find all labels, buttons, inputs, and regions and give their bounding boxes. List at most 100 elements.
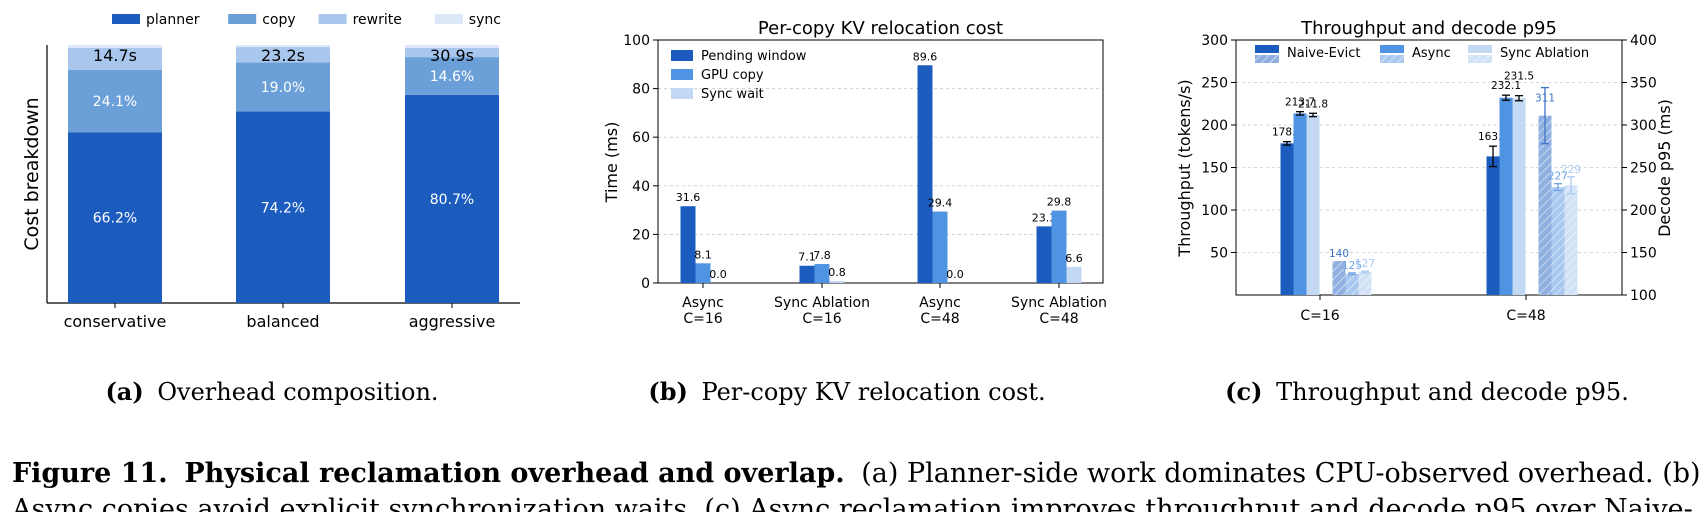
bar-throughput-Async-C=48 [1499, 97, 1513, 295]
legend-label-Sync Ablation: Sync Ablation [1500, 46, 1589, 61]
y2-tick-label-350: 350 [1630, 76, 1657, 92]
caption-c-label: (c) [1225, 377, 1262, 406]
chart-title: Throughput and decode p95 [1300, 18, 1557, 39]
legend-swatch-rewrite [318, 14, 347, 24]
bar-Pending window-2 [917, 65, 933, 283]
bar-sync-balanced [236, 45, 330, 48]
bar-throughput-Sync Ablation-C=48 [1512, 98, 1526, 295]
total-label-conservative: 14.7s [93, 46, 137, 65]
legend-label-planner: planner [146, 12, 200, 28]
y2-tick-label-200: 200 [1630, 203, 1657, 219]
figure-text-line1: (a) Planner-side work dominates CPU-obse… [861, 458, 1700, 489]
p95-value-Sync Ablation-C=16: 127 [1355, 258, 1375, 270]
legend-swatch-Pending window [671, 50, 693, 61]
bar-value-Pending window-1: 7.1 [798, 251, 816, 264]
y2-axis-label: Decode p95 (ms) [1655, 99, 1674, 237]
legend-swatch-GPU copy [671, 69, 693, 80]
caption-a-label: (a) [105, 377, 143, 406]
legend-swatch-hatched-Naive-Evict [1255, 55, 1279, 63]
bar-Pending window-0 [680, 206, 696, 283]
caption-b-text: Per-copy KV relocation cost. [702, 378, 1046, 406]
x-tick-label-1-0: Sync Ablation [774, 295, 870, 311]
bar-value-Sync wait-0: 0.0 [709, 268, 727, 281]
legend-label-Async: Async [1412, 46, 1451, 61]
plot-frame [657, 39, 1104, 284]
bar-GPU copy-3 [1051, 210, 1067, 283]
y-axis-label: Throughput (tokens/s) [1175, 79, 1194, 257]
y-tick-label-40: 40 [632, 179, 650, 195]
panel-a: planner copy rewrite sync Cost breakdown 66.2… [21, 12, 520, 331]
legend-swatch-planner [112, 14, 140, 24]
legend-label-rewrite: rewrite [353, 12, 402, 28]
x-tick-label-aggressive: aggressive [409, 312, 496, 331]
bar-value-GPU copy-2: 29.4 [928, 197, 953, 210]
x-tick-label-0-1: C=16 [683, 311, 722, 327]
x-tick-label-1-1: C=16 [802, 311, 841, 327]
caption-a: (a) Overhead composition. [105, 377, 438, 406]
bar-value-GPU copy-3: 29.8 [1047, 196, 1072, 209]
figure-title: Physical reclamation overhead and overla… [184, 458, 844, 489]
legend-swatch-sync [434, 14, 463, 24]
total-label-balanced: 23.2s [261, 46, 305, 65]
bar-label-copy-conservative: 24.1% [93, 94, 137, 110]
bar-value-Async-C=48: 232.1 [1491, 80, 1521, 92]
bar-value-GPU copy-0: 8.1 [694, 248, 712, 261]
bar-p95-Async-C=16 [1345, 273, 1359, 295]
p95-value-Naive-Evict-C=16: 140 [1329, 248, 1349, 260]
legend-swatch-Sync Ablation [1468, 45, 1492, 53]
x-tick-label-C=48: C=48 [1506, 308, 1545, 324]
bar-p95-Sync Ablation-C=48 [1564, 185, 1578, 295]
x-tick-label-C=16: C=16 [1300, 308, 1339, 324]
caption-c: (c) Throughput and decode p95. [1225, 377, 1629, 406]
y-tick-label-100: 100 [1201, 203, 1228, 219]
chart-title: Per-copy KV relocation cost [758, 18, 1003, 39]
bar-value-Pending window-2: 89.6 [913, 50, 938, 63]
y2-tick-label-150: 150 [1630, 246, 1657, 262]
y2-tick-label-400: 400 [1630, 33, 1657, 49]
bar-label-planner-balanced: 74.2% [261, 200, 305, 216]
bar-Pending window-3 [1036, 226, 1052, 283]
panel-b: Per-copy KV relocation cost 0 20 40 60 80 100 T… [602, 18, 1107, 327]
legend-label-Pending window: Pending window [701, 49, 807, 64]
y-axis-label: Time (ms) [602, 122, 621, 204]
bar-label-planner-conservative: 66.2% [93, 211, 137, 227]
bar-throughput-Naive-Evict-C=48 [1486, 156, 1500, 295]
y-axis-label: Cost breakdown [21, 97, 43, 250]
figure-caption-line2: Async copies avoid explicit synchronizat… [11, 494, 1693, 512]
bar-Sync wait-1 [829, 281, 845, 283]
x-tick-label-balanced: balanced [246, 312, 319, 331]
y-tick-label-100: 100 [623, 33, 650, 49]
bar-value-Pending window-3: 23.3 [1032, 211, 1057, 224]
bar-value-Sync wait-3: 6.6 [1065, 252, 1083, 265]
legend-swatch-hatched-Sync Ablation [1468, 55, 1492, 63]
p95-value-Sync Ablation-C=48: 229 [1561, 164, 1581, 176]
plot-frame [1235, 39, 1623, 296]
legend-swatch-Sync wait [671, 88, 693, 99]
x-tick-label-2-0: Async [919, 295, 961, 311]
bar-throughput-Naive-Evict-C=16 [1280, 143, 1294, 295]
y-tick-label-200: 200 [1201, 118, 1228, 134]
legend-label-Sync wait: Sync wait [701, 87, 764, 102]
p95-value-Async-C=16: 125 [1342, 260, 1362, 272]
bar-value-Async-C=16: 213.7 [1285, 97, 1315, 109]
y-tick-label-150: 150 [1201, 161, 1228, 177]
bar-Pending window-1 [799, 265, 815, 283]
legend-label-GPU copy: GPU copy [701, 68, 764, 83]
legend-label-copy: copy [262, 12, 295, 28]
bar-throughput-Async-C=16 [1293, 113, 1307, 295]
y-tick-label-80: 80 [632, 82, 650, 98]
bar-label-copy-aggressive: 14.6% [430, 69, 474, 85]
bar-p95-Sync Ablation-C=16 [1358, 272, 1372, 295]
caption-b: (b) Per-copy KV relocation cost. [648, 377, 1045, 406]
y2-tick-label-300: 300 [1630, 118, 1657, 134]
legend-label-sync: sync [469, 12, 501, 28]
y-tick-label-300: 300 [1201, 33, 1228, 49]
bar-value-Pending window-0: 31.6 [676, 191, 701, 204]
bar-planner-aggressive [405, 94, 499, 303]
bar-label-copy-balanced: 19.0% [261, 80, 305, 96]
bar-copy-aggressive [405, 57, 499, 95]
caption-a-text: Overhead composition. [157, 378, 438, 406]
bar-rewrite-balanced [236, 47, 330, 63]
x-tick-label-0-0: Async [682, 295, 724, 311]
